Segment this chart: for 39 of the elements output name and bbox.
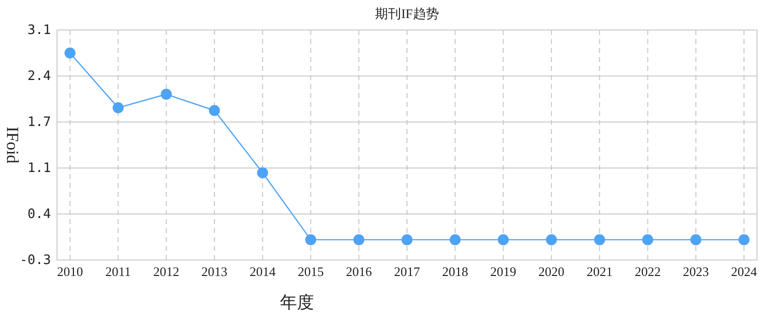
y-tick-label: 1.1	[28, 161, 51, 176]
x-tick-label: 2015	[298, 264, 324, 279]
x-tick-label: 2020	[538, 264, 564, 279]
x-tick-label: 2023	[682, 264, 709, 279]
x-tick-label: 2013	[201, 264, 228, 279]
x-tick-label: 2011	[105, 264, 131, 279]
x-tick-label: 2022	[634, 264, 661, 279]
y-tick-label: 0.4	[28, 207, 52, 222]
y-tick-label: 1.7	[28, 115, 51, 130]
point	[353, 234, 364, 246]
x-tick-label: 2019	[490, 264, 516, 279]
point	[160, 88, 172, 100]
chart-title: 期刊IF趋势	[375, 6, 439, 21]
x-tick-label: 2021	[586, 264, 613, 279]
point	[546, 234, 557, 246]
x-tick-label: 2024	[731, 264, 758, 279]
point	[594, 234, 606, 246]
point	[690, 234, 702, 246]
point	[208, 105, 220, 116]
x-tick-label: 2018	[442, 264, 468, 279]
point	[257, 167, 268, 178]
point	[738, 234, 750, 246]
y-axis-title: IFoid	[3, 126, 22, 164]
x-tick-label: 2012	[153, 264, 180, 279]
point	[450, 234, 461, 246]
x-axis-title: 年度	[280, 293, 314, 312]
point	[642, 234, 654, 246]
x-tick-label: 2014	[250, 264, 276, 279]
y-tick-label: 3.1	[28, 23, 51, 38]
x-tick-label: 2017	[394, 264, 420, 279]
point	[112, 102, 124, 114]
x-tick-label: 2010	[57, 264, 83, 279]
point	[402, 234, 412, 246]
y-tick-label: -0.3	[20, 253, 51, 268]
x-tick-label: 2016	[346, 264, 372, 279]
y-tick-label: 2.4	[28, 69, 52, 84]
point	[64, 48, 76, 58]
point	[498, 234, 509, 246]
point	[305, 234, 316, 246]
